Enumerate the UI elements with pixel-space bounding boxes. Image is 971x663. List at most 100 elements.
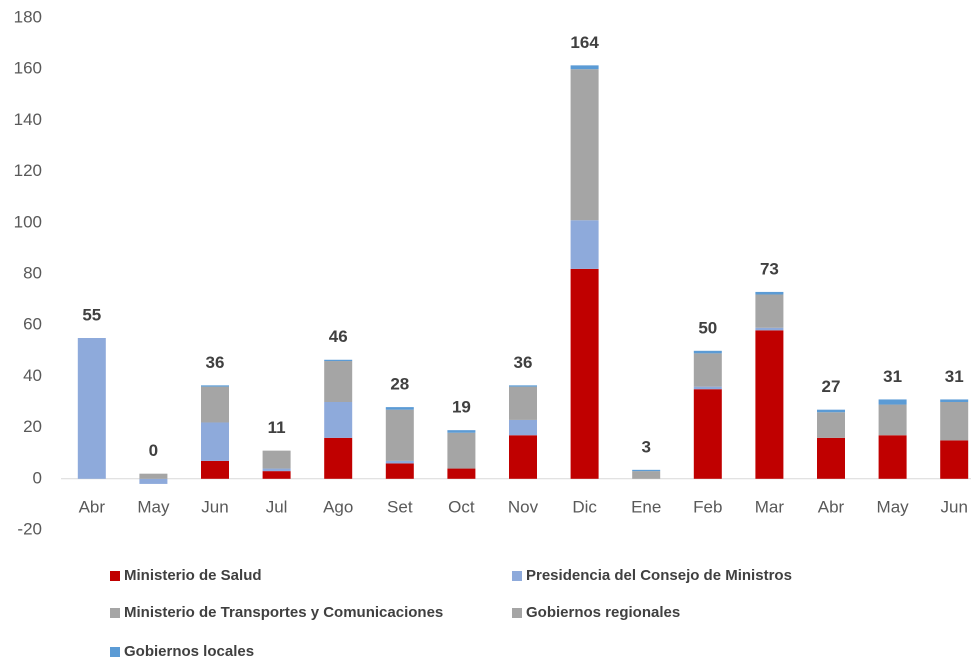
bar-segment [693,389,722,479]
x-tick-label: Set [387,497,413,516]
bar-segment [817,409,845,413]
bar-segment [940,402,969,441]
bar-segment [632,469,661,472]
bar-segment [324,402,353,438]
bar-segment [693,353,722,387]
x-tick-label: Ago [323,497,353,516]
bar-segment [755,294,784,328]
total-label: 11 [268,418,286,437]
legend-swatch [512,608,522,618]
legend-swatch [512,571,522,581]
bar-segment [755,330,784,479]
total-label: 31 [883,367,902,386]
total-label: 31 [945,367,964,386]
y-tick-label: 40 [23,366,42,385]
bar-segment [447,468,476,479]
x-tick-label: Dic [572,497,597,516]
bar-segment [447,430,476,433]
legend-swatch [110,608,120,618]
x-tick-label: Jun [940,497,967,516]
total-label: 28 [390,375,409,394]
legend-label: Ministerio de Transportes y Comunicacion… [124,604,443,621]
total-label: 19 [452,398,471,417]
bar-segment [940,440,969,479]
legend-label: Ministerio de Salud [124,567,262,584]
x-tick-label: Nov [508,497,539,516]
bar-segment [385,460,414,464]
bar-segment [632,471,661,479]
x-tick-label: Abr [79,497,106,516]
x-tick-label: Ene [631,497,661,516]
bar-segment [139,478,168,484]
x-tick-label: Jun [201,497,228,516]
y-tick-label: 20 [23,417,42,436]
legend-swatch [110,647,120,657]
y-tick-label: 160 [14,59,42,78]
bar-segment [509,419,537,436]
bar-segment [570,65,599,70]
x-tick-label: Abr [818,497,845,516]
bar-segment [570,220,599,269]
x-tick-label: Feb [693,497,722,516]
y-tick-label: 120 [14,161,42,180]
bar-segment [878,435,907,479]
bar-segment [139,473,168,479]
bar-segment [385,409,414,461]
x-tick-label: May [137,497,170,516]
legend-label: Gobiernos regionales [526,604,680,621]
y-tick-label: 60 [23,315,42,334]
bar-segment [940,399,969,402]
total-label: 3 [641,437,650,456]
y-tick-label: 100 [14,212,42,231]
total-label: 27 [822,377,841,396]
y-tick-label: 80 [23,263,42,282]
bar-segment [509,386,537,420]
bar-segment [324,359,353,362]
legend-swatch [110,571,120,581]
y-tick-label: 0 [33,468,42,487]
y-tick-label: -20 [17,519,42,538]
bar-segment [201,460,229,479]
bar-segment [693,386,722,390]
total-label: 36 [514,353,533,372]
x-tick-label: Jul [266,497,288,516]
bar-segment [385,463,414,479]
bar-segment [262,468,291,472]
legend-label: Gobiernos locales [124,643,254,660]
bar-segment [509,435,537,479]
bar-segment [324,437,353,479]
total-label: 36 [206,353,225,372]
bar-segment [201,422,229,461]
y-tick-label: 140 [14,110,42,129]
y-tick-label: 180 [14,7,42,26]
bar-segment [262,450,291,469]
total-label: 50 [698,318,717,337]
total-label: 73 [760,259,779,278]
bar-segment [878,399,907,405]
bar-segment [77,338,106,479]
total-label: 0 [149,441,158,460]
bar-segment [570,268,599,479]
bar-segment [201,385,229,387]
bar-segment [447,432,476,469]
bar-segment [817,412,845,438]
legend-label: Presidencia del Consejo de Ministros [526,567,792,584]
bar-segment [755,327,784,331]
bar-segment [570,69,599,221]
total-label: 46 [329,327,348,346]
bar-segment [262,471,291,479]
bar-segment [878,404,907,436]
total-label: 164 [570,33,599,52]
x-tick-label: May [877,497,910,516]
bar-segment [201,386,229,423]
bar-segment [385,407,414,410]
bar-segment [324,361,353,402]
bar-segment [693,350,722,354]
bar-segment [817,437,845,479]
bar-segment [509,385,537,387]
x-tick-label: Mar [755,497,785,516]
total-label: 55 [82,305,101,324]
x-tick-label: Oct [448,497,475,516]
bar-segment [755,291,784,295]
